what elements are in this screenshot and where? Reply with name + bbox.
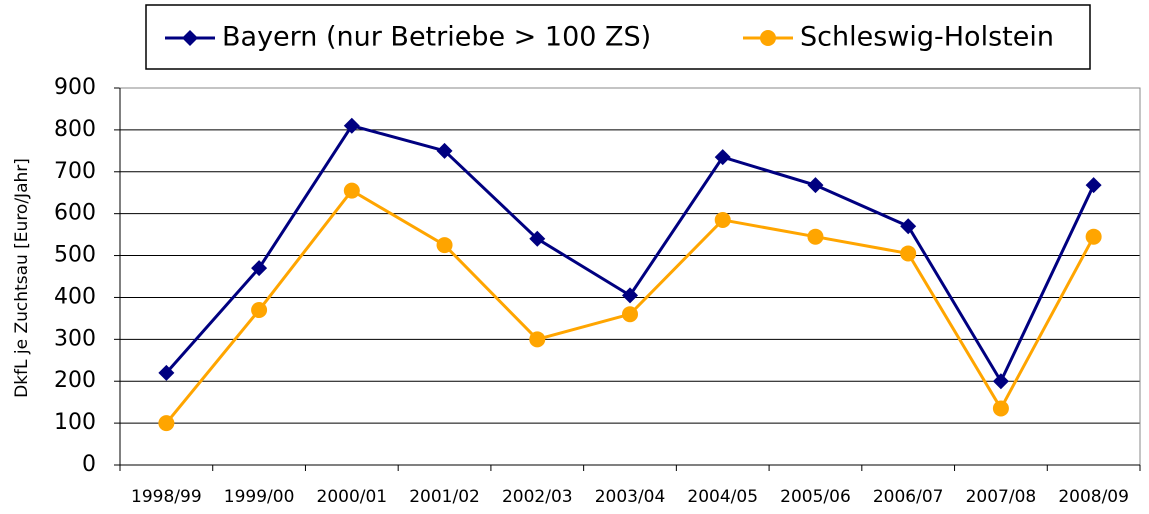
x-tick-label: 2000/01 [317,487,388,507]
data-point [343,117,360,134]
data-point [343,182,360,199]
data-point [992,400,1009,417]
data-point [158,364,175,381]
y-tick-label: 700 [54,159,96,184]
data-point [992,373,1009,390]
legend-box [145,4,1091,70]
x-tick-label: 1999/00 [224,487,295,507]
x-tick-label: 2001/02 [409,487,480,507]
data-point [900,218,917,235]
data-point [436,142,453,159]
data-point [622,287,638,304]
x-tick-label: 2008/09 [1058,487,1129,507]
legend-label: Schleswig-Holstein [800,22,1054,53]
y-axis-label: DkfL je Zuchtsau [Euro/Jahr] [12,158,32,398]
data-point [807,177,824,194]
data-point [529,331,546,348]
series-line [165,123,1095,385]
y-tick-label: 900 [54,75,96,100]
y-tick-label: 200 [54,368,96,393]
data-point [251,260,268,277]
y-tick-label: 500 [54,243,96,268]
x-tick-label: 2007/08 [966,487,1037,507]
legend-marker [760,30,776,46]
data-point [900,245,917,262]
x-tick-label: 2005/06 [780,487,851,507]
data-point [251,302,268,319]
data-point [807,228,824,245]
y-tick-label: 300 [54,326,96,351]
data-point [1085,177,1102,194]
x-tick-label: 2006/07 [873,487,944,507]
x-tick-label: 2004/05 [687,487,758,507]
data-point [158,415,175,432]
y-tick-label: 600 [54,201,96,226]
x-tick-label: 2002/03 [502,487,573,507]
y-tick-label: 100 [54,410,96,435]
x-tick-label: 1998/99 [131,487,202,507]
data-point [1085,228,1102,245]
data-point [436,237,453,254]
y-tick-label: 800 [54,117,96,142]
plot-border [119,87,1141,466]
legend-marker [182,30,198,46]
legend-label: Bayern (nur Betriebe > 100 ZS) [222,22,651,53]
y-tick-label: 0 [82,452,96,477]
data-point [714,211,731,228]
data-point [622,306,638,323]
y-tick-label: 400 [54,284,96,309]
data-point [714,149,731,166]
x-tick-label: 2003/04 [595,487,666,507]
data-point [529,230,546,247]
